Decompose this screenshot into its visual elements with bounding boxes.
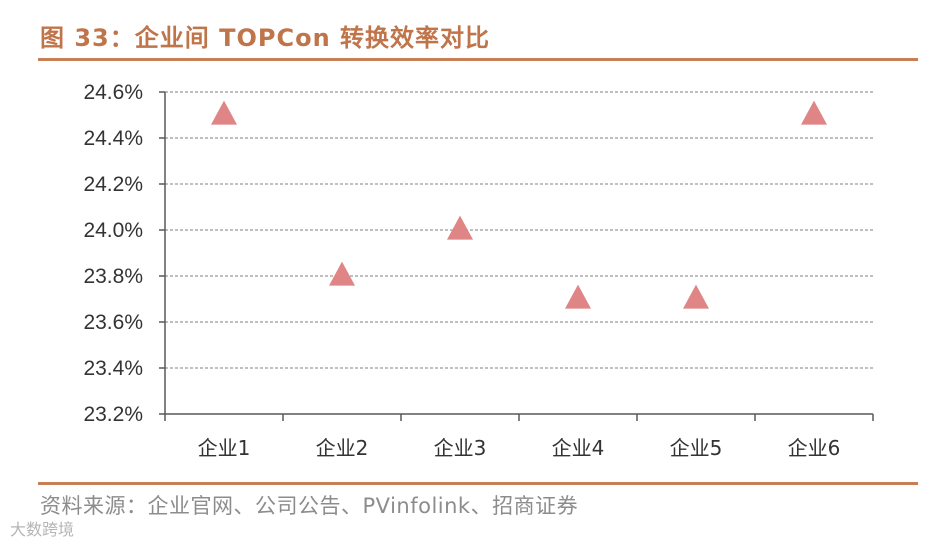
x-tick-labels: 企业1 企业2 企业3 企业4 企业5 企业6 <box>198 436 841 460</box>
x-tick-label: 企业1 <box>198 436 251 460</box>
y-tick-label: 23.6% <box>83 311 143 334</box>
data-point-triangle <box>683 284 709 309</box>
data-point-triangle <box>565 284 591 309</box>
x-tick-label: 企业4 <box>552 436 605 460</box>
y-tick-label: 24.4% <box>83 127 143 150</box>
data-markers <box>211 100 827 309</box>
source-note: 资料来源：企业官网、公司公告、PVinfolink、招商证券 <box>40 494 579 518</box>
data-point-triangle <box>329 261 355 286</box>
y-tick-labels: 23.2% 23.4% 23.6% 23.8% 24.0% 24.2% 24.4% 24.6% <box>83 81 143 426</box>
y-tick-label: 24.0% <box>83 219 143 242</box>
x-tick-label: 企业5 <box>670 436 723 460</box>
x-tick-label: 企业3 <box>434 436 487 460</box>
data-point-triangle <box>801 100 827 125</box>
y-tick-label: 24.2% <box>83 173 143 196</box>
grid-layer <box>165 91 873 369</box>
figure-title: 图 33：企业间 TOPCon 转换效率对比 <box>40 24 491 52</box>
top-rule <box>38 58 918 61</box>
y-tick-label: 23.8% <box>83 265 143 288</box>
data-point-triangle <box>211 100 237 125</box>
x-tick-label: 企业6 <box>788 436 841 460</box>
bottom-rule <box>38 482 918 485</box>
x-tick-label: 企业2 <box>316 436 369 460</box>
y-tick-label: 24.6% <box>83 81 143 104</box>
y-tick-label: 23.2% <box>83 403 143 426</box>
axis-layer <box>159 91 874 421</box>
y-tick-label: 23.4% <box>83 357 143 380</box>
data-point-triangle <box>447 215 473 240</box>
watermark: 大数跨境 <box>10 520 75 539</box>
